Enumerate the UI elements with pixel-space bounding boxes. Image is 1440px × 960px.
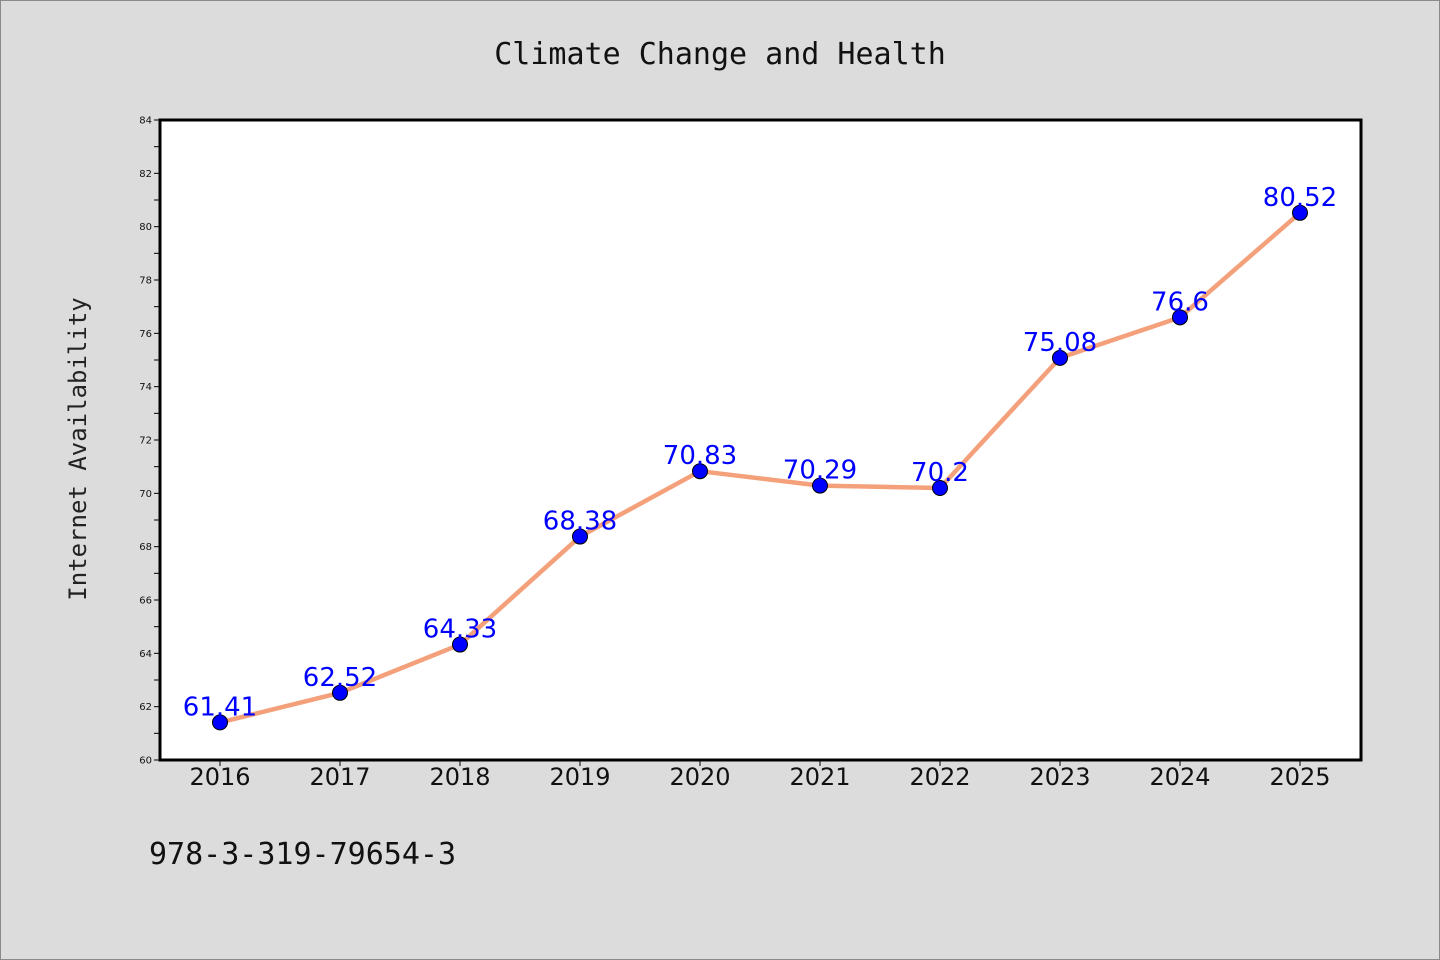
plot-area [160,120,1361,760]
y-tick-label: 64 [139,649,152,660]
data-label: 68.38 [543,507,617,537]
plot-border [158,118,1363,762]
y-tick-label: 70 [139,489,152,500]
x-tick-label: 2016 [189,763,250,791]
data-point [572,528,588,545]
x-tick-label: 2020 [669,763,730,791]
x-tick-label: 2022 [909,763,970,791]
x-tick-label: 2018 [429,763,490,791]
y-tick-label: 76 [139,329,152,340]
data-label: 76.6 [1151,287,1209,317]
x-tick-label: 2024 [1149,763,1210,791]
y-tick-label: 62 [139,702,152,713]
data-label: 61.41 [183,692,257,722]
data-point [932,480,948,496]
data-point [1172,309,1188,326]
data-point [1292,204,1308,221]
data-label: 64.33 [423,615,497,645]
data-point [332,684,348,701]
y-tick-label: 78 [139,276,152,287]
y-tick-label: 84 [139,116,152,127]
data-point [212,714,228,731]
y-tick-label: 66 [139,596,152,607]
x-tick-label: 2025 [1269,763,1330,791]
y-tick-label: 80 [139,222,152,233]
data-point [812,477,828,494]
data-label: 80.52 [1263,183,1337,213]
data-point [452,636,468,653]
y-tick-label: 82 [139,169,152,180]
y-axis-ticks: 60 62 64 66 68 70 72 74 76 78 80 82 84 [139,116,160,767]
data-label: 70.2 [911,458,969,488]
y-axis-label: Internet Availability [64,297,92,600]
chart-title: Climate Change and Health [494,37,946,72]
x-axis-ticks: 2016 2017 2018 2019 2020 2021 2022 2023 2024 2025 [189,760,1331,791]
footer-isbn: 978-3-319-79654-3 [149,837,456,872]
x-tick-label: 2017 [309,763,370,791]
y-tick-label: 60 [139,756,152,767]
x-tick-label: 2019 [549,763,610,791]
x-tick-label: 2021 [789,763,850,791]
y-tick-label: 74 [139,382,152,393]
series-layer: 61.41 62.52 64.33 68.38 70.83 70.29 70.2 75.08 7… [183,183,1337,731]
x-tick-label: 2023 [1029,763,1090,791]
y-tick-label: 72 [139,436,152,447]
data-label: 62.52 [303,663,377,693]
data-point [1052,349,1068,366]
y-tick-label: 68 [139,542,152,553]
data-label: 70.29 [783,456,857,486]
series-line [217,210,1303,725]
data-point [692,463,708,480]
data-label: 75.08 [1023,328,1097,358]
data-label: 70.83 [663,441,737,471]
